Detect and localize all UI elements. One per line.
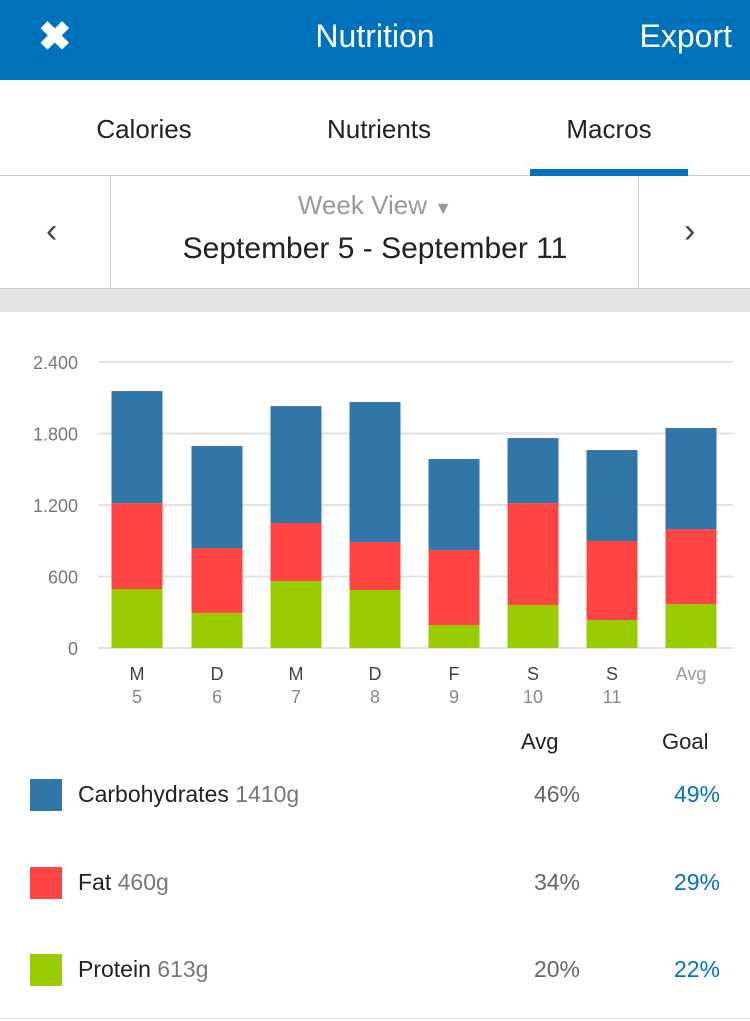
bar-segment-fat xyxy=(191,548,243,613)
bar-segment-fat xyxy=(586,540,638,620)
macro-amount: 1410g xyxy=(235,781,300,807)
close-icon[interactable]: ✖ xyxy=(38,15,72,59)
x-tick-sublabel: 5 xyxy=(132,687,142,707)
tab-nutrients[interactable]: Nutrients xyxy=(326,114,432,144)
bar-segment-carbohydrates xyxy=(349,402,401,543)
x-tick-sublabel: 10 xyxy=(523,687,543,707)
y-tick-label: 1.200 xyxy=(33,496,78,516)
bar-segment-carbohydrates xyxy=(586,450,638,541)
legend-row[interactable]: Fat 460g 34% 29% xyxy=(0,867,750,907)
y-tick-label: 2.400 xyxy=(33,353,78,373)
week-view-label: Week View xyxy=(297,190,428,220)
color-swatch xyxy=(30,867,62,899)
bar-segment-fat xyxy=(270,522,322,582)
bar-segment-carbohydrates xyxy=(428,459,480,551)
macro-label: Carbohydrates 1410g xyxy=(78,781,299,808)
macro-label: Protein 613g xyxy=(78,956,208,983)
tab-bar: Calories Nutrients Macros xyxy=(0,80,750,176)
bar-segment-carbohydrates xyxy=(270,406,322,523)
x-tick-label: D xyxy=(211,664,224,684)
bar-segment-protein xyxy=(586,619,638,648)
macro-amount: 460g xyxy=(117,869,169,895)
macros-chart: 0 600 1.200 1.800 2.400 M 5 D 6 M 7 D 8 F 9 S 10 S 11 Avg xyxy=(33,353,733,707)
bar-segment-fat xyxy=(665,529,717,605)
x-tick-label: S xyxy=(606,664,618,684)
x-tick-sublabel: 9 xyxy=(449,687,459,707)
x-tick-label: D xyxy=(369,664,382,684)
avg-percent: 20% xyxy=(533,956,580,982)
goal-percent: 49% xyxy=(673,781,720,807)
bar-segment-fat xyxy=(428,550,480,626)
caret-down-icon: ▼ xyxy=(434,198,453,218)
goal-percent: 29% xyxy=(673,869,720,895)
page-title: Nutrition xyxy=(315,18,435,54)
avg-header: Avg xyxy=(521,729,559,754)
bar-segment-protein xyxy=(111,589,163,648)
x-tick-sublabel: 6 xyxy=(212,687,222,707)
bar-segment-protein xyxy=(428,625,480,648)
tab-calories[interactable]: Calories xyxy=(96,114,192,144)
x-tick-sublabel: 7 xyxy=(291,687,301,707)
macro-name: Fat xyxy=(78,869,112,895)
macro-amount: 613g xyxy=(157,956,209,982)
active-tab-indicator xyxy=(530,169,688,176)
export-button[interactable]: Export xyxy=(639,18,732,54)
goal-header: Goal xyxy=(662,729,709,754)
bar-segment-fat xyxy=(111,503,163,590)
divider xyxy=(0,1018,750,1019)
x-tick-label: F xyxy=(449,664,460,684)
goal-percent: 22% xyxy=(673,956,720,982)
legend-row[interactable]: Carbohydrates 1410g 46% 49% xyxy=(0,779,750,819)
macro-name: Carbohydrates xyxy=(78,781,229,807)
x-tick-label: M xyxy=(130,664,145,684)
y-tick-label: 600 xyxy=(48,568,78,588)
x-tick-label: M xyxy=(289,664,304,684)
date-range: September 5 - September 11 xyxy=(182,232,568,265)
divider xyxy=(638,176,639,288)
avg-percent: 34% xyxy=(533,869,580,895)
bar-segment-protein xyxy=(191,612,243,648)
x-tick-sublabel: 8 xyxy=(370,687,380,707)
y-tick-label: 0 xyxy=(68,639,78,659)
week-navigator: ‹ › Week View ▼ September 5 - September … xyxy=(0,176,750,289)
bar-segment-protein xyxy=(665,604,717,648)
x-tick-label: Avg xyxy=(676,664,707,684)
bar-segment-protein xyxy=(507,604,559,648)
bar-segment-carbohydrates xyxy=(191,446,243,549)
bar-segment-fat xyxy=(349,542,401,590)
macro-name: Protein xyxy=(78,956,151,982)
color-swatch xyxy=(30,779,62,811)
top-bar: ✖ Nutrition Export xyxy=(0,0,750,80)
macro-label: Fat 460g xyxy=(78,869,169,896)
week-view-dropdown[interactable]: Week View ▼ xyxy=(0,190,750,221)
prev-week-button[interactable]: ‹ xyxy=(46,212,58,250)
legend-row[interactable]: Protein 613g 20% 22% xyxy=(0,954,750,994)
bar-segment-protein xyxy=(349,589,401,648)
bar-segment-carbohydrates xyxy=(111,391,163,504)
color-swatch xyxy=(30,954,62,986)
next-week-button[interactable]: › xyxy=(684,212,696,250)
bar-segment-protein xyxy=(270,581,322,648)
bar-segment-carbohydrates xyxy=(507,438,559,504)
x-tick-label: S xyxy=(527,664,539,684)
bar-segment-fat xyxy=(507,503,559,605)
bar-segment-carbohydrates xyxy=(665,428,717,530)
tab-macros[interactable]: Macros xyxy=(566,114,652,144)
avg-percent: 46% xyxy=(533,781,580,807)
divider xyxy=(110,176,111,288)
y-tick-label: 1.800 xyxy=(33,425,78,445)
x-tick-sublabel: 11 xyxy=(603,687,622,707)
separator-band xyxy=(0,289,750,312)
